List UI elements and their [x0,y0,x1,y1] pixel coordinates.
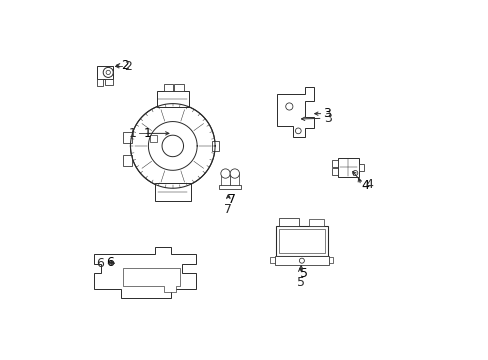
Polygon shape [276,87,314,137]
Circle shape [221,169,230,178]
Bar [123,132,132,143]
Bar [219,185,241,189]
Bar [278,229,325,253]
Polygon shape [94,247,196,298]
Text: 5: 5 [297,276,305,289]
Text: 2: 2 [124,60,132,73]
Bar [156,91,188,107]
Circle shape [352,171,357,176]
Circle shape [106,70,110,75]
Bar [155,183,190,201]
Circle shape [295,128,301,134]
Text: 4: 4 [364,178,372,191]
Bar [331,168,337,175]
Bar [275,226,327,256]
Text: 3: 3 [323,107,330,120]
Bar [328,257,333,264]
Bar [331,160,337,167]
Bar [97,66,113,79]
Bar [279,218,299,226]
Bar [174,84,183,91]
Bar [221,174,230,186]
Text: 1: 1 [128,127,136,140]
Text: 1: 1 [144,127,152,140]
Text: 6: 6 [96,257,104,270]
Circle shape [103,67,113,77]
Bar [163,84,173,91]
Bar [150,135,157,142]
Text: 7: 7 [228,193,236,206]
Bar [308,219,324,226]
Bar [104,79,113,85]
Bar [270,257,274,264]
Text: 6: 6 [106,256,114,269]
Circle shape [299,258,304,263]
Circle shape [230,169,239,178]
Text: 3: 3 [324,112,331,125]
Circle shape [285,103,292,110]
Bar [337,158,358,177]
Bar [123,156,132,166]
Bar [230,174,239,186]
Bar [274,256,328,265]
Text: 4: 4 [360,179,368,192]
Text: 5: 5 [300,267,307,280]
Bar [211,140,219,151]
Text: 7: 7 [224,203,232,216]
Bar [358,164,364,171]
Bar [97,79,103,86]
Circle shape [131,104,214,188]
Text: 2: 2 [121,59,128,72]
Polygon shape [122,268,180,292]
